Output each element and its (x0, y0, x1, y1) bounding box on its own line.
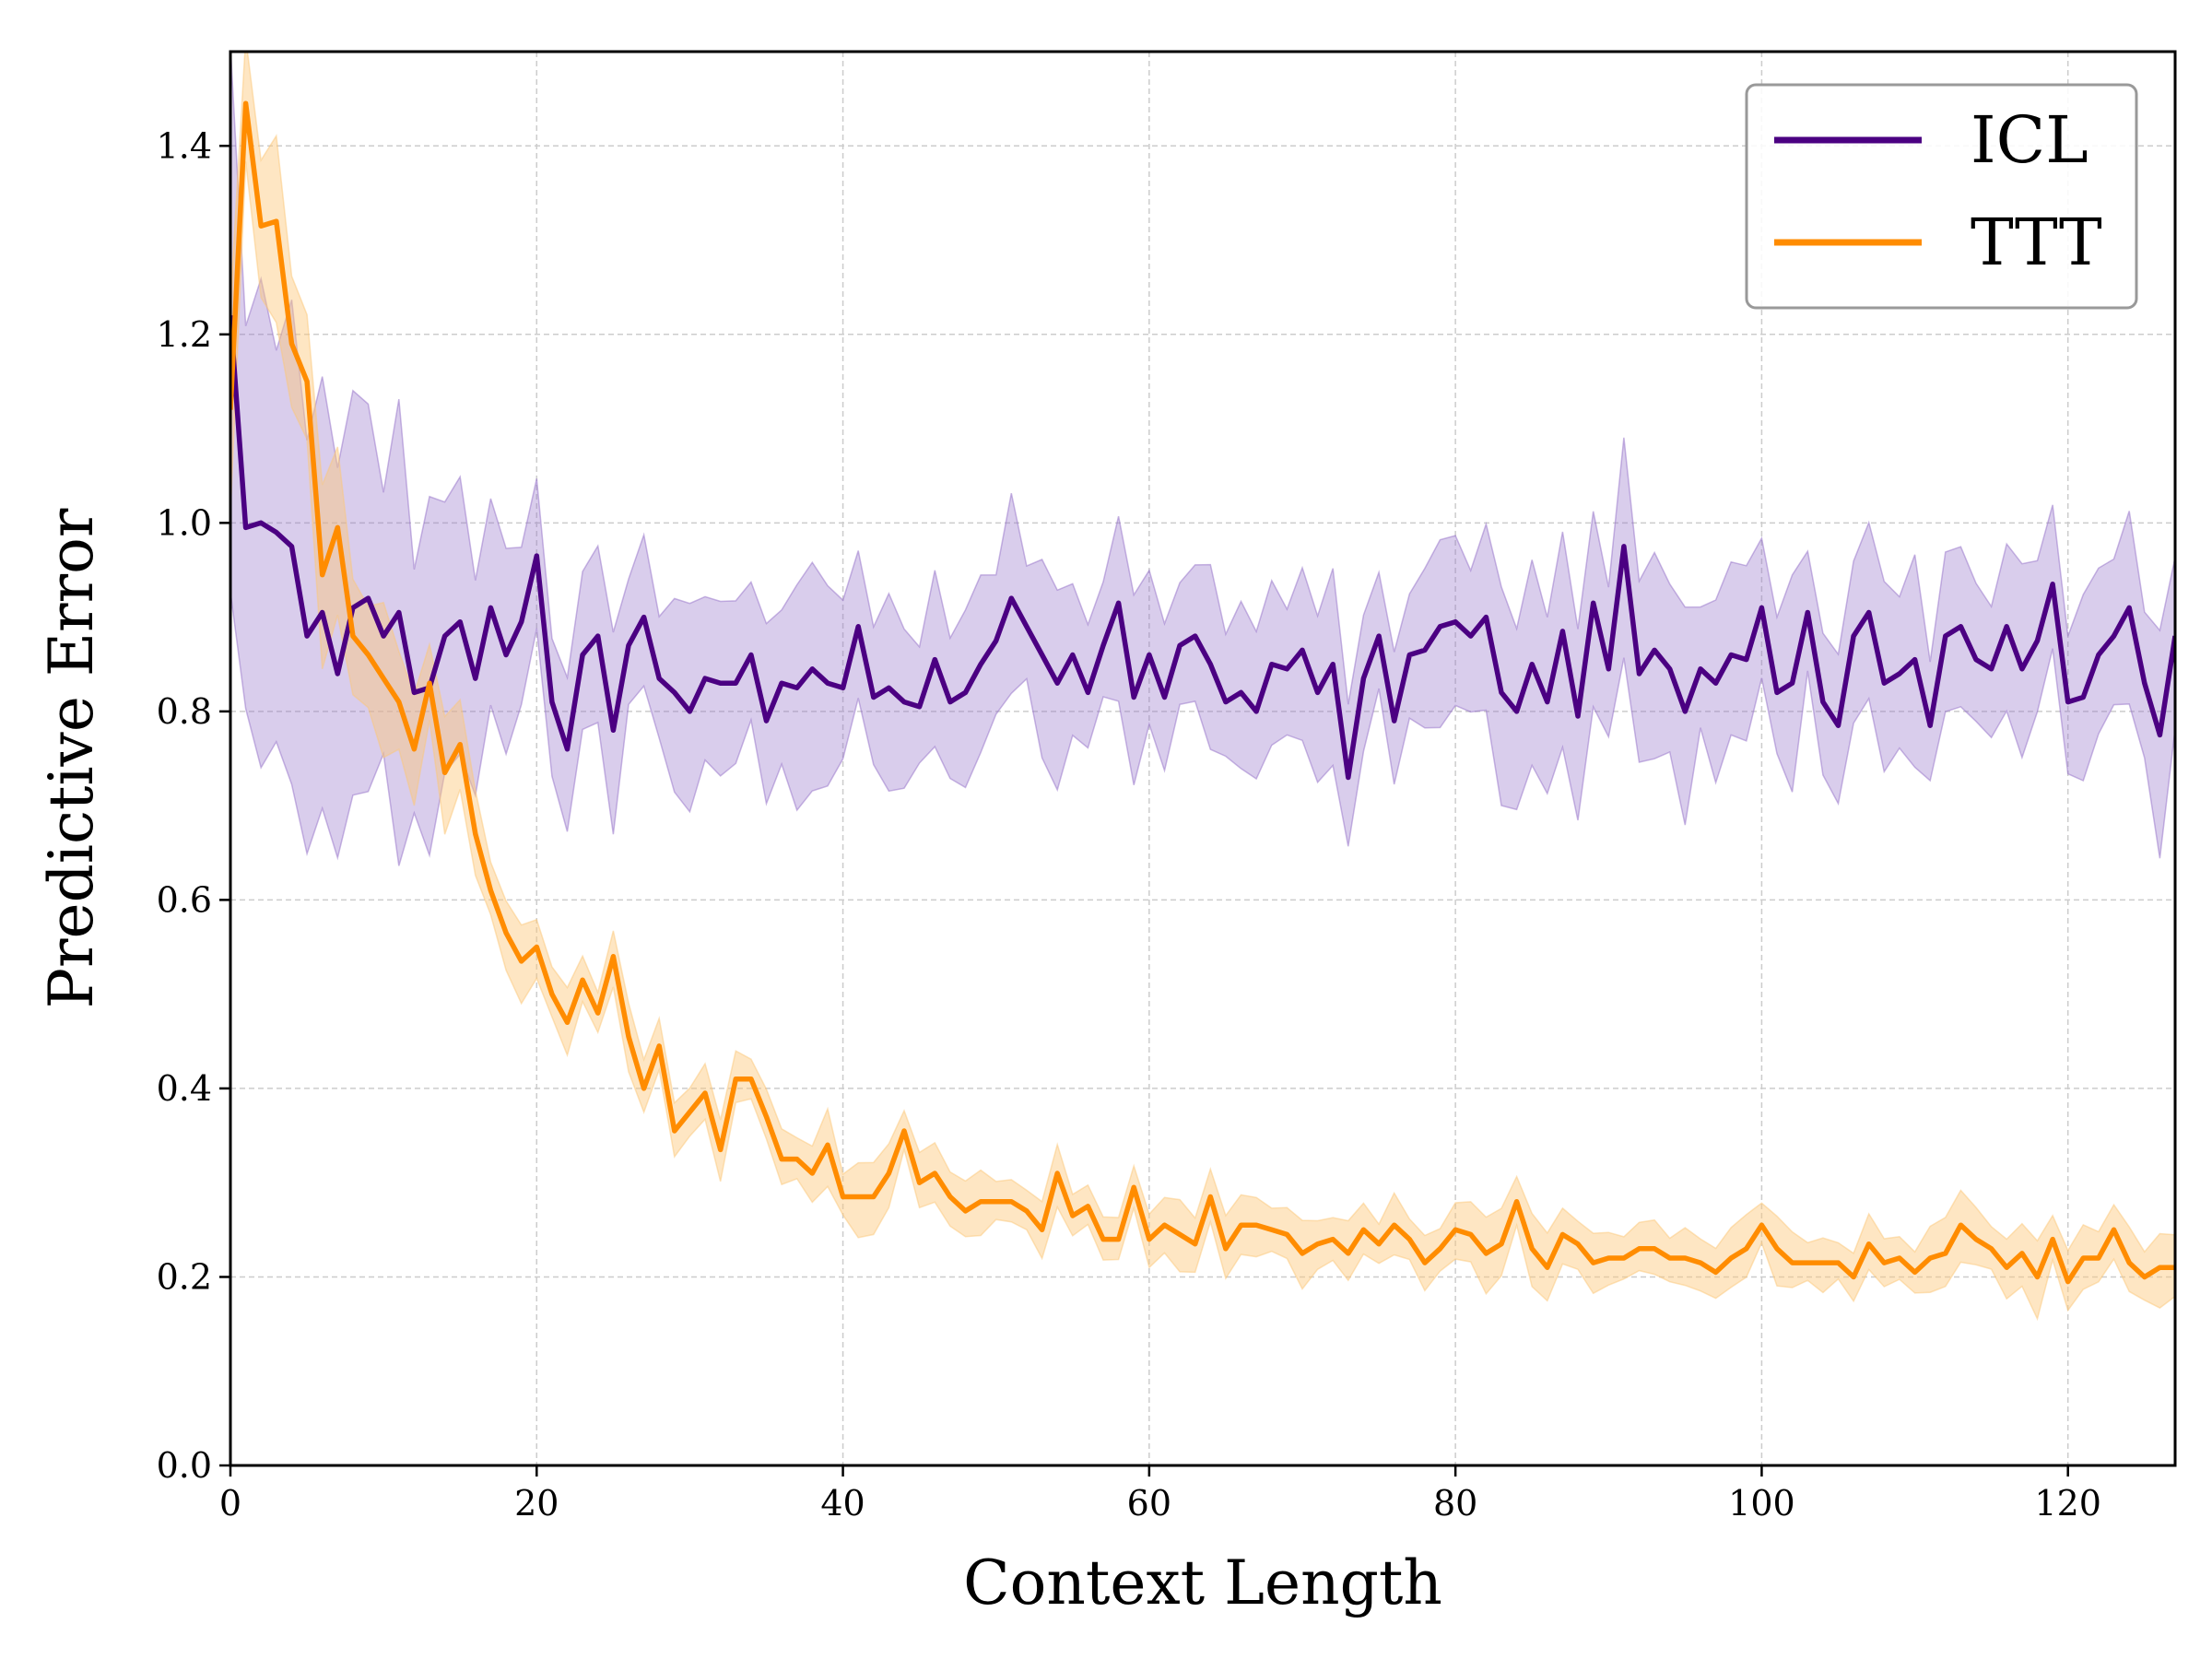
y-axis-label: Predictive Error (36, 508, 107, 1008)
y-tick-label: 0.8 (157, 691, 212, 732)
confidence-bands (230, 52, 2175, 1322)
x-tick-label: 80 (1433, 1483, 1477, 1524)
axis-ticks: 0 20 40 60 80 100 120 0.0 0.2 0.4 0.6 0.8 1.0 1.2 1.4 (157, 125, 2101, 1524)
x-tick-label: 120 (2034, 1483, 2101, 1524)
series-line-icl (230, 315, 2175, 781)
series-lines (230, 100, 2175, 1285)
y-tick-label: 1.4 (157, 125, 212, 166)
y-tick-label: 0.6 (157, 879, 212, 920)
x-tick-label: 0 (219, 1483, 241, 1524)
x-tick-label: 20 (514, 1483, 559, 1524)
y-tick-label: 0.0 (157, 1445, 212, 1486)
x-tick-label: 100 (1728, 1483, 1795, 1524)
x-tick-label: 40 (820, 1483, 865, 1524)
y-tick-label: 0.4 (157, 1068, 212, 1109)
series-line-ttt (230, 100, 2175, 1285)
plot-frame (229, 50, 2177, 1467)
y-tick-label: 1.0 (157, 502, 212, 543)
confidence-band-icl (230, 52, 2175, 866)
x-axis-label: Context Length (963, 1547, 1442, 1618)
legend: ICL TTT (1745, 83, 2138, 310)
legend-label-icl: ICL (1971, 102, 2088, 178)
y-tick-label: 0.2 (157, 1256, 212, 1297)
x-tick-label: 60 (1127, 1483, 1171, 1524)
confidence-band-ttt (230, 52, 2175, 1322)
y-tick-label: 1.2 (157, 314, 212, 355)
legend-label-ttt: TTT (1971, 205, 2102, 280)
